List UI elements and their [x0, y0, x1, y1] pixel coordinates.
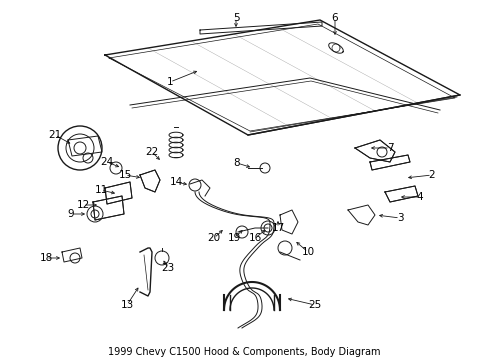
- Text: 1999 Chevy C1500 Hood & Components, Body Diagram: 1999 Chevy C1500 Hood & Components, Body…: [108, 347, 380, 357]
- Polygon shape: [354, 140, 394, 162]
- Polygon shape: [369, 155, 409, 170]
- Text: 13: 13: [120, 300, 133, 310]
- Text: 11: 11: [94, 185, 107, 195]
- Polygon shape: [384, 186, 417, 202]
- Text: 9: 9: [67, 209, 74, 219]
- Text: 19: 19: [227, 233, 240, 243]
- Polygon shape: [105, 182, 132, 204]
- Text: 4: 4: [416, 192, 423, 202]
- Text: 10: 10: [301, 247, 314, 257]
- Text: 16: 16: [248, 233, 261, 243]
- Polygon shape: [140, 170, 160, 192]
- Text: 25: 25: [308, 300, 321, 310]
- Text: 22: 22: [145, 147, 158, 157]
- Text: 18: 18: [40, 253, 53, 263]
- Text: 3: 3: [396, 213, 403, 223]
- Text: 21: 21: [48, 130, 61, 140]
- Text: 20: 20: [207, 233, 220, 243]
- Text: 5: 5: [232, 13, 239, 23]
- Text: 17: 17: [271, 223, 284, 233]
- Text: 15: 15: [118, 170, 131, 180]
- Text: 12: 12: [76, 200, 89, 210]
- Text: 8: 8: [233, 158, 240, 168]
- Text: 1: 1: [166, 77, 173, 87]
- Text: 7: 7: [386, 143, 392, 153]
- Text: 14: 14: [169, 177, 182, 187]
- Text: 2: 2: [428, 170, 434, 180]
- Text: 23: 23: [161, 263, 174, 273]
- Text: 6: 6: [331, 13, 338, 23]
- Text: 24: 24: [100, 157, 113, 167]
- Polygon shape: [93, 196, 124, 220]
